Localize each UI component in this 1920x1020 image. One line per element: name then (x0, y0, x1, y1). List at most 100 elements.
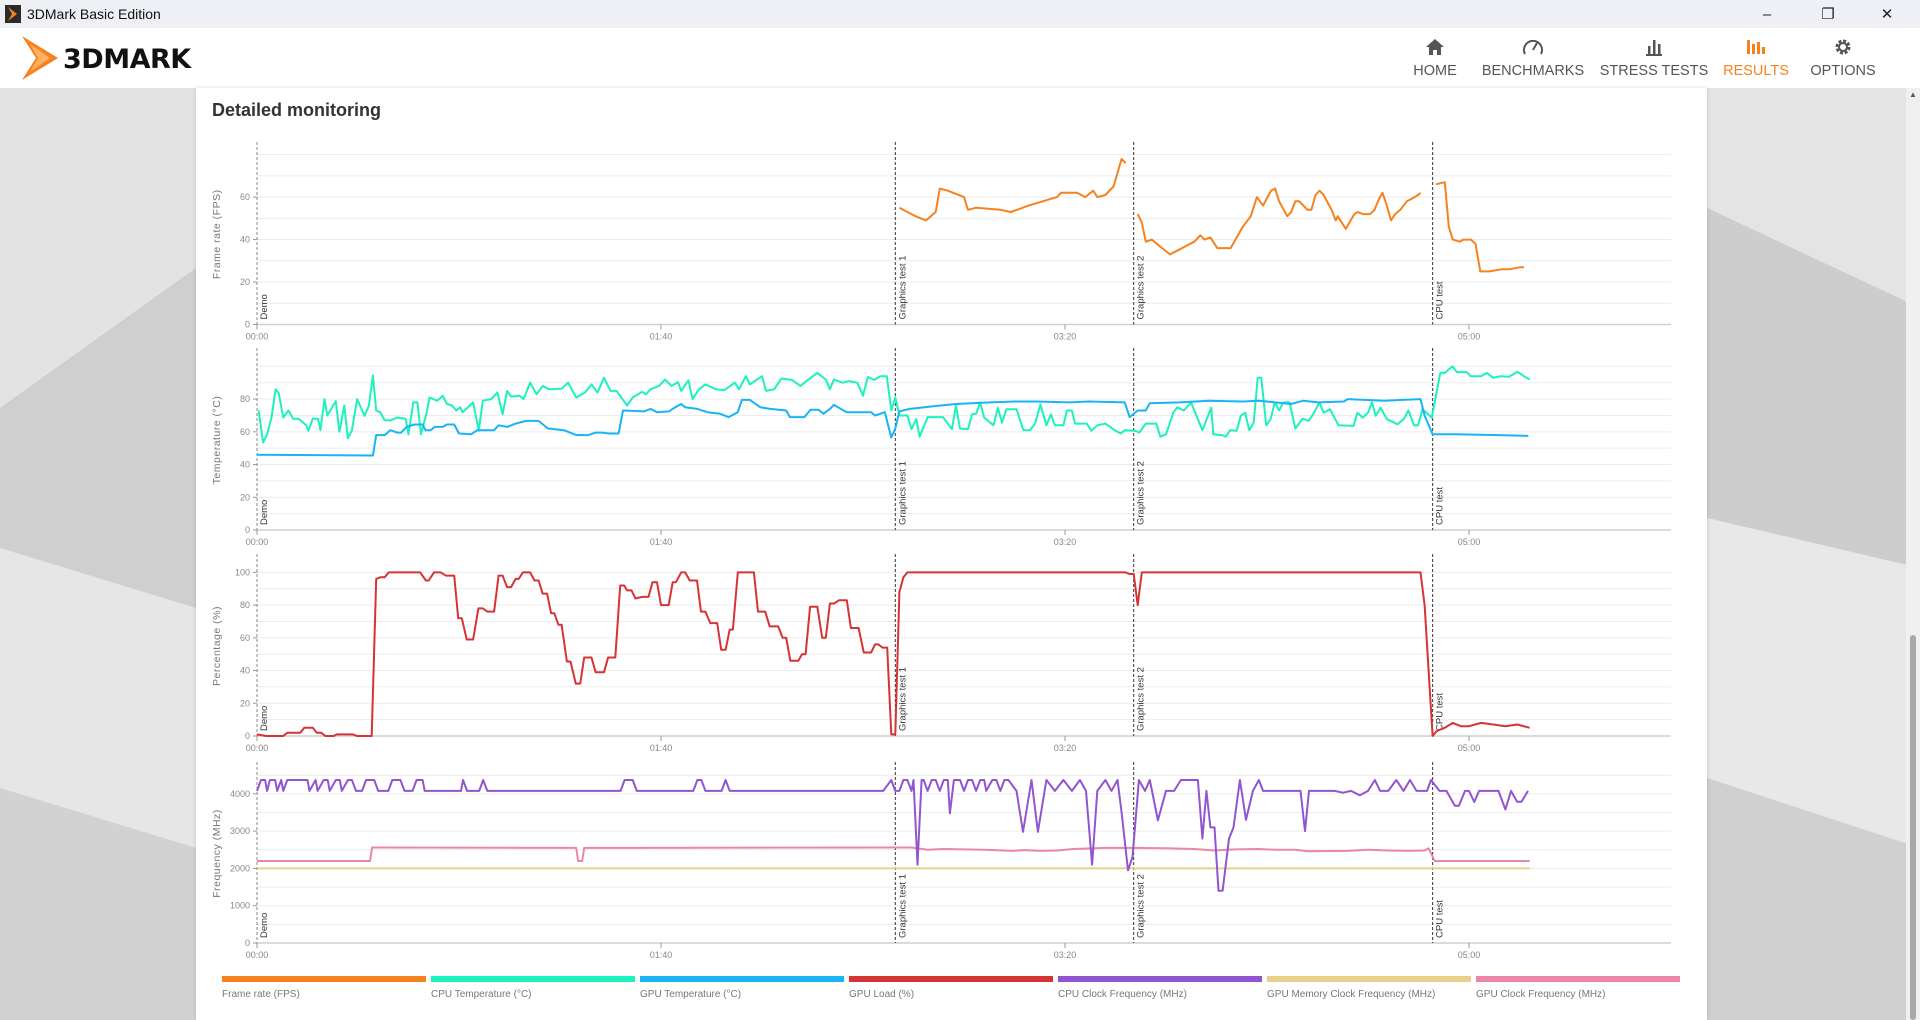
nav-options[interactable]: OPTIONS (1803, 28, 1883, 88)
nav-results[interactable]: RESULTS (1721, 28, 1791, 88)
nav-stress-tests[interactable]: STRESS TESTS (1600, 28, 1708, 88)
series-line-cpu-temperature-c (257, 365, 1531, 444)
chart-4: 0 1000 2000 3000 4000 Frequency (MHz) 00:00 01:… (211, 762, 1671, 960)
series-line-cpu-clock-frequency-mhz (256, 779, 1529, 892)
y-tick-label: 80 (240, 600, 250, 610)
y-tick-label: 4000 (230, 789, 250, 799)
chart-2: 0 20 40 60 80 Temperature (°C) 00:00 01:40 03:20… (211, 348, 1671, 547)
test-marker-label: Graphics test 1 (897, 874, 908, 938)
scrollbar[interactable]: ▲ (1906, 88, 1920, 1020)
legend-item[interactable]: CPU Clock Frequency (MHz) (1058, 976, 1262, 1000)
legend-label: GPU Load (%) (849, 989, 915, 1000)
x-tick-label: 05:00 (1458, 537, 1481, 547)
y-tick-label: 20 (240, 277, 250, 287)
x-tick-label: 01:40 (650, 332, 673, 342)
y-tick-label: 80 (240, 394, 250, 404)
title-bar: 3DMark Basic Edition – ❐ ✕ (0, 0, 1920, 28)
nav-label: RESULTS (1723, 63, 1789, 79)
legend-swatch (1476, 976, 1680, 982)
y-axis-label: Percentage (%) (211, 606, 223, 686)
series-line-gpu-clock-frequency-mhz (257, 846, 1530, 862)
results-icon (1745, 36, 1767, 58)
window-title: 3DMark Basic Edition (27, 6, 161, 22)
app-icon (5, 5, 21, 23)
legend-swatch (431, 976, 635, 982)
x-tick-label: 03:20 (1054, 537, 1077, 547)
legend-label: GPU Memory Clock Frequency (MHz) (1267, 989, 1436, 1000)
y-axis-label: Frequency (MHz) (211, 809, 223, 898)
x-tick-label: 00:00 (246, 743, 269, 753)
legend-item[interactable]: GPU Temperature (°C) (640, 976, 844, 1000)
test-marker-label: Graphics test 2 (1136, 461, 1147, 525)
test-marker-label: Demo (259, 500, 270, 525)
nav-home[interactable]: HOME (1405, 28, 1465, 88)
app-header: 3DMARK HOME BENCHMARKS STRESS TESTS RESU… (0, 28, 1920, 88)
y-tick-label: 0 (245, 525, 250, 535)
test-marker-label: CPU test (1435, 281, 1446, 319)
nav-label: STRESS TESTS (1599, 63, 1709, 79)
x-tick-label: 01:40 (650, 950, 673, 960)
x-tick-label: 03:20 (1054, 950, 1077, 960)
scrollbar-thumb[interactable] (1910, 635, 1916, 1020)
minimize-button[interactable]: – (1762, 5, 1772, 23)
3dmark-logo[interactable]: 3DMARK (18, 34, 218, 82)
y-tick-label: 0 (245, 320, 250, 330)
scroll-up-icon[interactable]: ▲ (1909, 90, 1917, 99)
logo-chevron-icon (22, 36, 58, 80)
y-tick-label: 40 (240, 235, 250, 245)
nav-label: BENCHMARKS (1481, 63, 1585, 79)
x-tick-label: 00:00 (246, 537, 269, 547)
series-line-gpu-load (256, 571, 1530, 737)
test-marker-label: Graphics test 1 (897, 667, 908, 731)
x-tick-label: 05:00 (1458, 743, 1481, 753)
legend-swatch (1058, 976, 1262, 982)
x-tick-label: 03:20 (1054, 743, 1077, 753)
legend-swatch (1267, 976, 1471, 982)
restore-button[interactable]: ❐ (1821, 6, 1835, 23)
legend-swatch (849, 976, 1053, 982)
legend-label: Frame rate (FPS) (222, 989, 300, 1000)
legend-item[interactable]: GPU Load (%) (849, 976, 1053, 1000)
series-line-frame-rate-fps (898, 157, 1524, 273)
y-tick-label: 3000 (230, 826, 250, 836)
legend-swatch (222, 976, 426, 982)
y-tick-label: 60 (240, 633, 250, 643)
test-marker-label: CPU test (1435, 693, 1446, 731)
legend-label: CPU Temperature (°C) (431, 989, 532, 1000)
y-tick-label: 20 (240, 492, 250, 502)
y-tick-label: 60 (240, 427, 250, 437)
x-tick-label: 03:20 (1054, 332, 1077, 342)
test-marker-label: Demo (259, 913, 270, 938)
x-tick-label: 05:00 (1458, 950, 1481, 960)
legend-item[interactable]: GPU Memory Clock Frequency (MHz) (1267, 976, 1471, 1000)
y-tick-label: 60 (240, 192, 250, 202)
x-tick-label: 01:40 (650, 537, 673, 547)
chart-1: 0 20 40 60 Frame rate (FPS) 00:00 01:40 03:20 05… (211, 142, 1671, 342)
test-marker-label: Graphics test 1 (897, 256, 908, 320)
y-tick-label: 40 (240, 666, 250, 676)
test-marker-label: CPU test (1435, 487, 1446, 525)
y-tick-label: 100 (235, 567, 250, 577)
test-marker-label: Demo (259, 294, 270, 319)
y-tick-label: 0 (245, 731, 250, 741)
x-tick-label: 00:00 (246, 950, 269, 960)
y-axis-label: Frame rate (FPS) (211, 189, 223, 279)
logo-text: 3DMARK (63, 44, 191, 75)
legend-item[interactable]: CPU Temperature (°C) (431, 976, 635, 1000)
close-button[interactable]: ✕ (1880, 6, 1894, 23)
x-tick-label: 05:00 (1458, 332, 1481, 342)
y-axis-label: Temperature (°C) (211, 396, 223, 485)
y-tick-label: 0 (245, 938, 250, 948)
legend-item[interactable]: GPU Clock Frequency (MHz) (1476, 976, 1680, 1000)
nav-label: OPTIONS (1810, 63, 1876, 79)
series-line-gpu-temperature-c (256, 398, 1529, 457)
test-marker-label: Graphics test 2 (1136, 667, 1147, 731)
speedometer-icon (1522, 36, 1544, 58)
test-marker-label: Graphics test 2 (1136, 874, 1147, 938)
legend-label: GPU Clock Frequency (MHz) (1476, 989, 1606, 1000)
chart-3: 0 20 40 60 80 100 Percentage (%) 00:00 01:40 03:2… (211, 554, 1671, 753)
nav-benchmarks[interactable]: BENCHMARKS (1478, 28, 1588, 88)
results-panel: Detailed monitoring (196, 88, 1707, 1020)
legend-item[interactable]: Frame rate (FPS) (222, 976, 426, 1000)
